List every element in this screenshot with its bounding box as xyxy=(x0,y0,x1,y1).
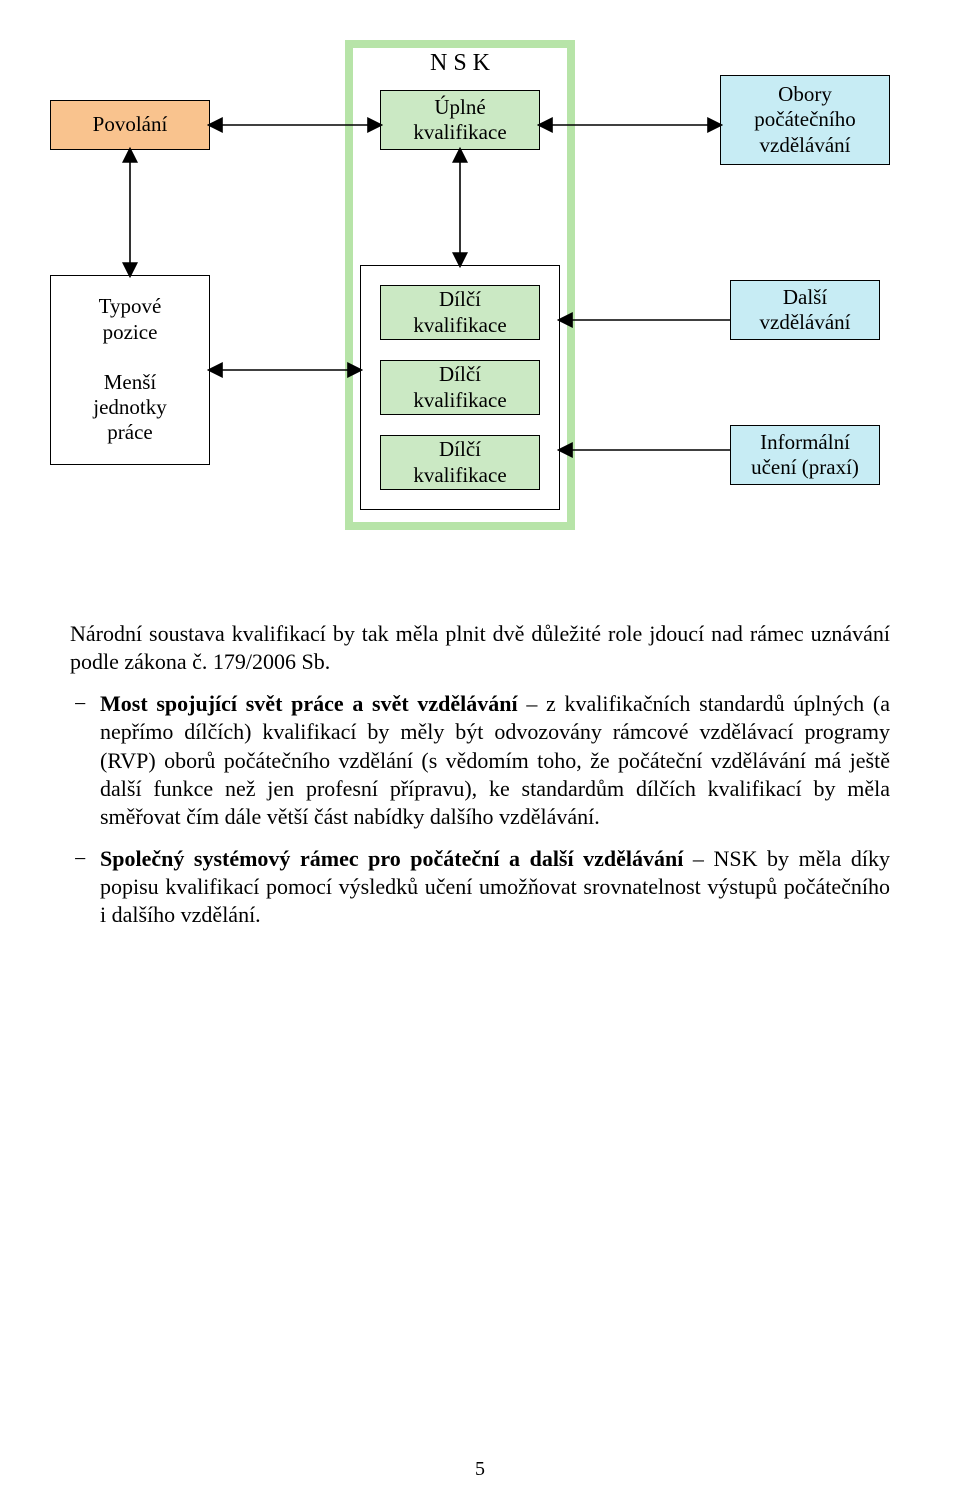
node-dalsi-vzdelavani: Další vzdělávání xyxy=(730,280,880,340)
nsk-label: N S K xyxy=(410,50,510,77)
body-text: Národní soustava kvalifikací by tak měla… xyxy=(70,620,890,944)
node-dilci-2: Dílčí kvalifikace xyxy=(380,360,540,415)
node-obory: Obory počátečního vzdělávání xyxy=(720,75,890,165)
intro-paragraph: Národní soustava kvalifikací by tak měla… xyxy=(70,620,890,676)
diagram-container: N S K Povolání Úplné kvalifikace Obory p… xyxy=(30,30,930,550)
bullet-2-bold: Společný systémový rámec pro počáteční a… xyxy=(100,846,683,871)
bullet-2: Společný systémový rámec pro počáteční a… xyxy=(70,845,890,929)
node-dilci-1: Dílčí kvalifikace xyxy=(380,285,540,340)
bullet-1: Most spojující svět práce a svět vzděláv… xyxy=(70,690,890,831)
node-dilci-3: Dílčí kvalifikace xyxy=(380,435,540,490)
node-typove-pozice: Typové pozice Menší jednotky práce xyxy=(50,275,210,465)
node-informalni-uceni: Informální učení (praxí) xyxy=(730,425,880,485)
node-povolani: Povolání xyxy=(50,100,210,150)
page-number: 5 xyxy=(0,1458,960,1481)
bullet-1-bold: Most spojující svět práce a svět vzděláv… xyxy=(100,691,518,716)
node-uplne-kvalifikace: Úplné kvalifikace xyxy=(380,90,540,150)
